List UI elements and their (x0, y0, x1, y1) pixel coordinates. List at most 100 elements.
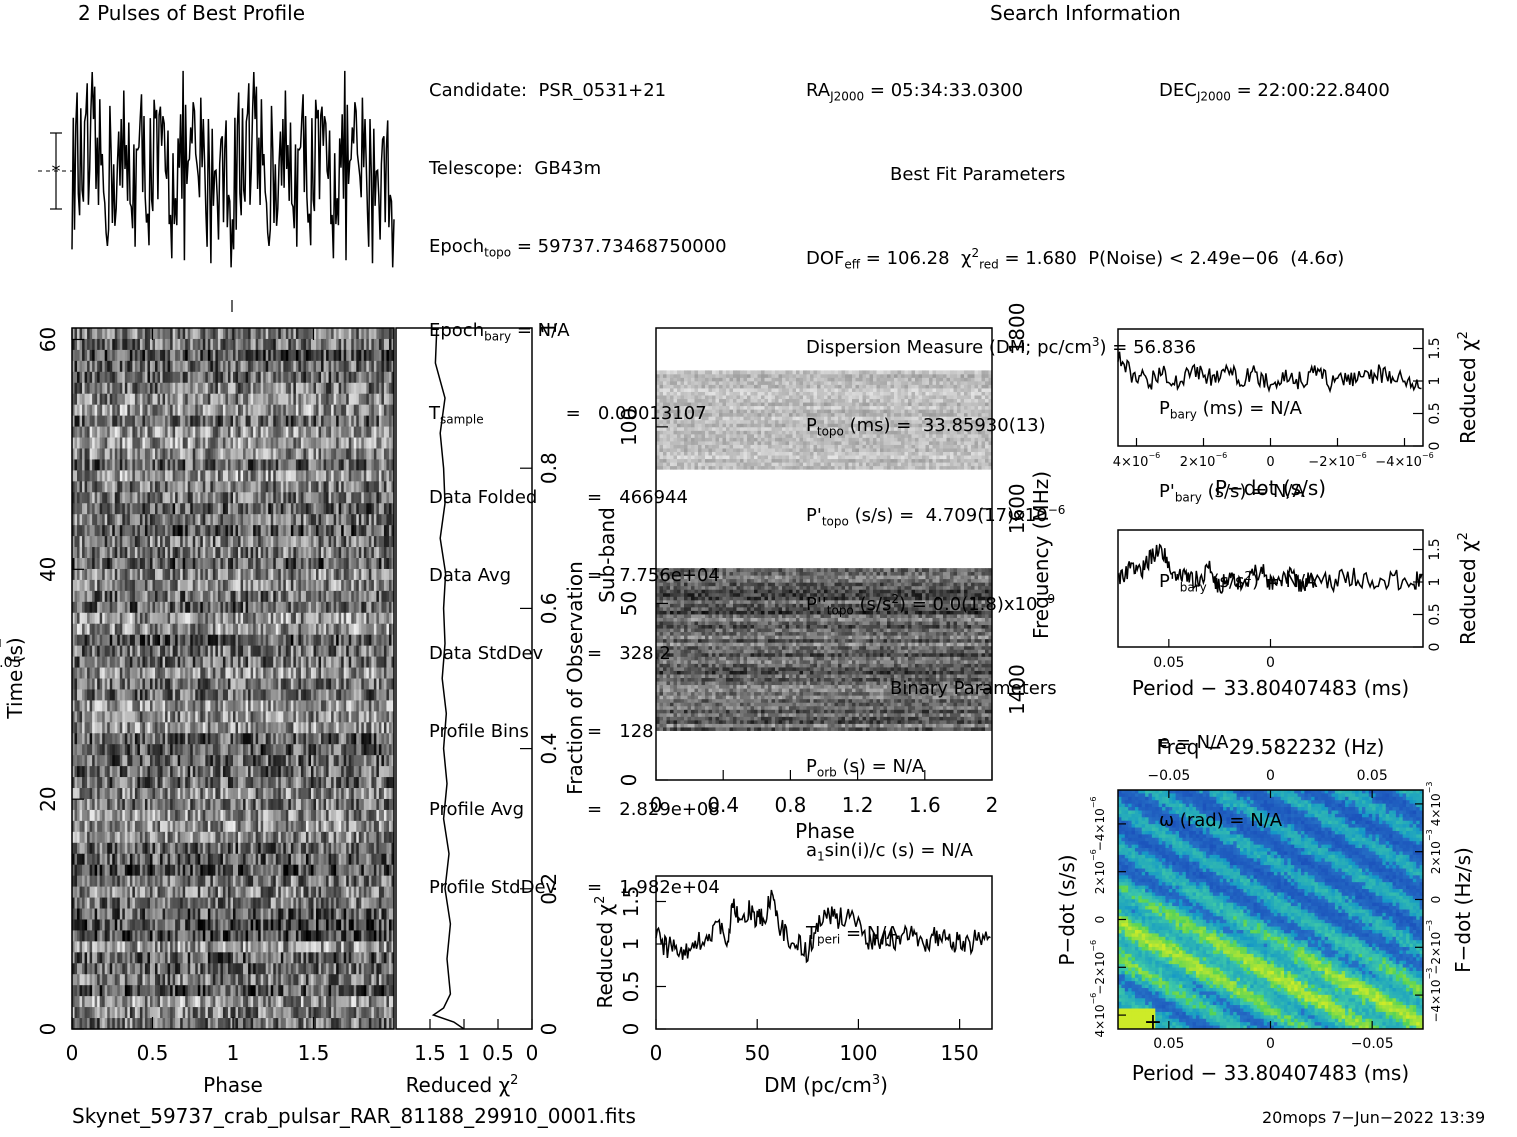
time-phase-cell (100, 547, 103, 558)
time-phase-cell (107, 689, 110, 700)
time-phase-cell (314, 448, 317, 459)
time-phase-cell (150, 503, 153, 514)
time-phase-cell (188, 525, 191, 536)
time-phase-cell (147, 328, 150, 339)
time-phase-cell (286, 689, 289, 700)
time-phase-cell (288, 459, 291, 470)
time-phase-cell (374, 470, 377, 481)
time-phase-cell (223, 668, 226, 679)
time-phase-cell (376, 536, 379, 547)
time-phase-cell (369, 679, 372, 690)
time-phase-cell (238, 470, 241, 481)
time-phase-cell (379, 711, 382, 722)
time-phase-cell (276, 733, 279, 744)
time-phase-cell (205, 744, 208, 755)
time-phase-cell (288, 689, 291, 700)
time-phase-cell (331, 679, 334, 690)
time-phase-cell (95, 492, 98, 503)
time-phase-cell (170, 339, 173, 350)
time-phase-cell (145, 613, 148, 624)
time-phase-cell (233, 711, 236, 722)
time-phase-cell (298, 394, 301, 405)
time-phase-cell (80, 536, 83, 547)
time-phase-cell (308, 602, 311, 613)
time-phase-cell (80, 481, 83, 492)
time-phase-cell (379, 624, 382, 635)
time-phase-cell (256, 514, 259, 525)
time-phase-cell (371, 646, 374, 657)
time-phase-cell (87, 525, 90, 536)
time-phase-cell (351, 481, 354, 492)
time-phase-cell (102, 569, 105, 580)
time-phase-cell (253, 503, 256, 514)
time-phase-cell (230, 514, 233, 525)
time-phase-cell (142, 679, 145, 690)
time-phase-cell (349, 361, 352, 372)
time-phase-cell (102, 635, 105, 646)
time-phase-cell (107, 558, 110, 569)
time-phase-cell (371, 624, 374, 635)
time-phase-cell (233, 405, 236, 416)
time-phase-cell (178, 722, 181, 733)
time-phase-cell (341, 711, 344, 722)
time-phase-cell (183, 427, 186, 438)
time-phase-cell (233, 657, 236, 668)
time-phase-cell (147, 350, 150, 361)
time-phase-cell (293, 361, 296, 372)
time-phase-cell (329, 372, 332, 383)
time-phase-cell (288, 492, 291, 503)
time-phase-cell (223, 503, 226, 514)
time-phase-cell (87, 416, 90, 427)
time-phase-cell (110, 657, 113, 668)
time-phase-cell (112, 405, 115, 416)
time-phase-cell (135, 547, 138, 558)
time-phase-cell (256, 635, 259, 646)
time-phase-cell (273, 328, 276, 339)
time-phase-cell (374, 492, 377, 503)
time-phase-cell (82, 350, 85, 361)
time-phase-cell (127, 394, 130, 405)
time-phase-cell (158, 438, 161, 449)
time-phase-cell (115, 350, 118, 361)
time-phase-cell (364, 459, 367, 470)
time-phase-cell (105, 503, 108, 514)
time-phase-cell (147, 372, 150, 383)
time-phase-cell (230, 624, 233, 635)
time-phase-cell (256, 744, 259, 755)
time-phase-cell (145, 536, 148, 547)
time-phase-cell (261, 525, 264, 536)
time-phase-cell (308, 744, 311, 755)
time-phase-cell (341, 470, 344, 481)
time-phase-cell (117, 558, 120, 569)
time-phase-cell (271, 427, 274, 438)
time-phase-cell (308, 503, 311, 514)
time-phase-cell (180, 700, 183, 711)
time-phase-cell (291, 492, 294, 503)
time-phase-cell (258, 635, 261, 646)
time-phase-cell (319, 646, 322, 657)
time-phase-cell (150, 613, 153, 624)
time-phase-cell (145, 350, 148, 361)
time-phase-cell (351, 547, 354, 558)
time-phase-cell (115, 744, 118, 755)
time-phase-cell (205, 328, 208, 339)
time-phase-cell (296, 405, 299, 416)
time-phase-cell (165, 394, 168, 405)
time-phase-cell (314, 481, 317, 492)
time-phase-cell (266, 350, 269, 361)
time-phase-cell (168, 646, 171, 657)
time-phase-cell (208, 525, 211, 536)
time-phase-cell (291, 459, 294, 470)
time-phase-cell (160, 459, 163, 470)
time-phase-cell (190, 525, 193, 536)
time-phase-cell (188, 427, 191, 438)
time-phase-cell (228, 657, 231, 668)
time-phase-cell (130, 525, 133, 536)
time-phase-cell (339, 361, 342, 372)
time-phase-cell (369, 328, 372, 339)
time-phase-cell (389, 405, 392, 416)
time-phase-cell (376, 339, 379, 350)
time-phase-cell (258, 624, 261, 635)
time-phase-cell (97, 657, 100, 668)
time-phase-cell (208, 481, 211, 492)
